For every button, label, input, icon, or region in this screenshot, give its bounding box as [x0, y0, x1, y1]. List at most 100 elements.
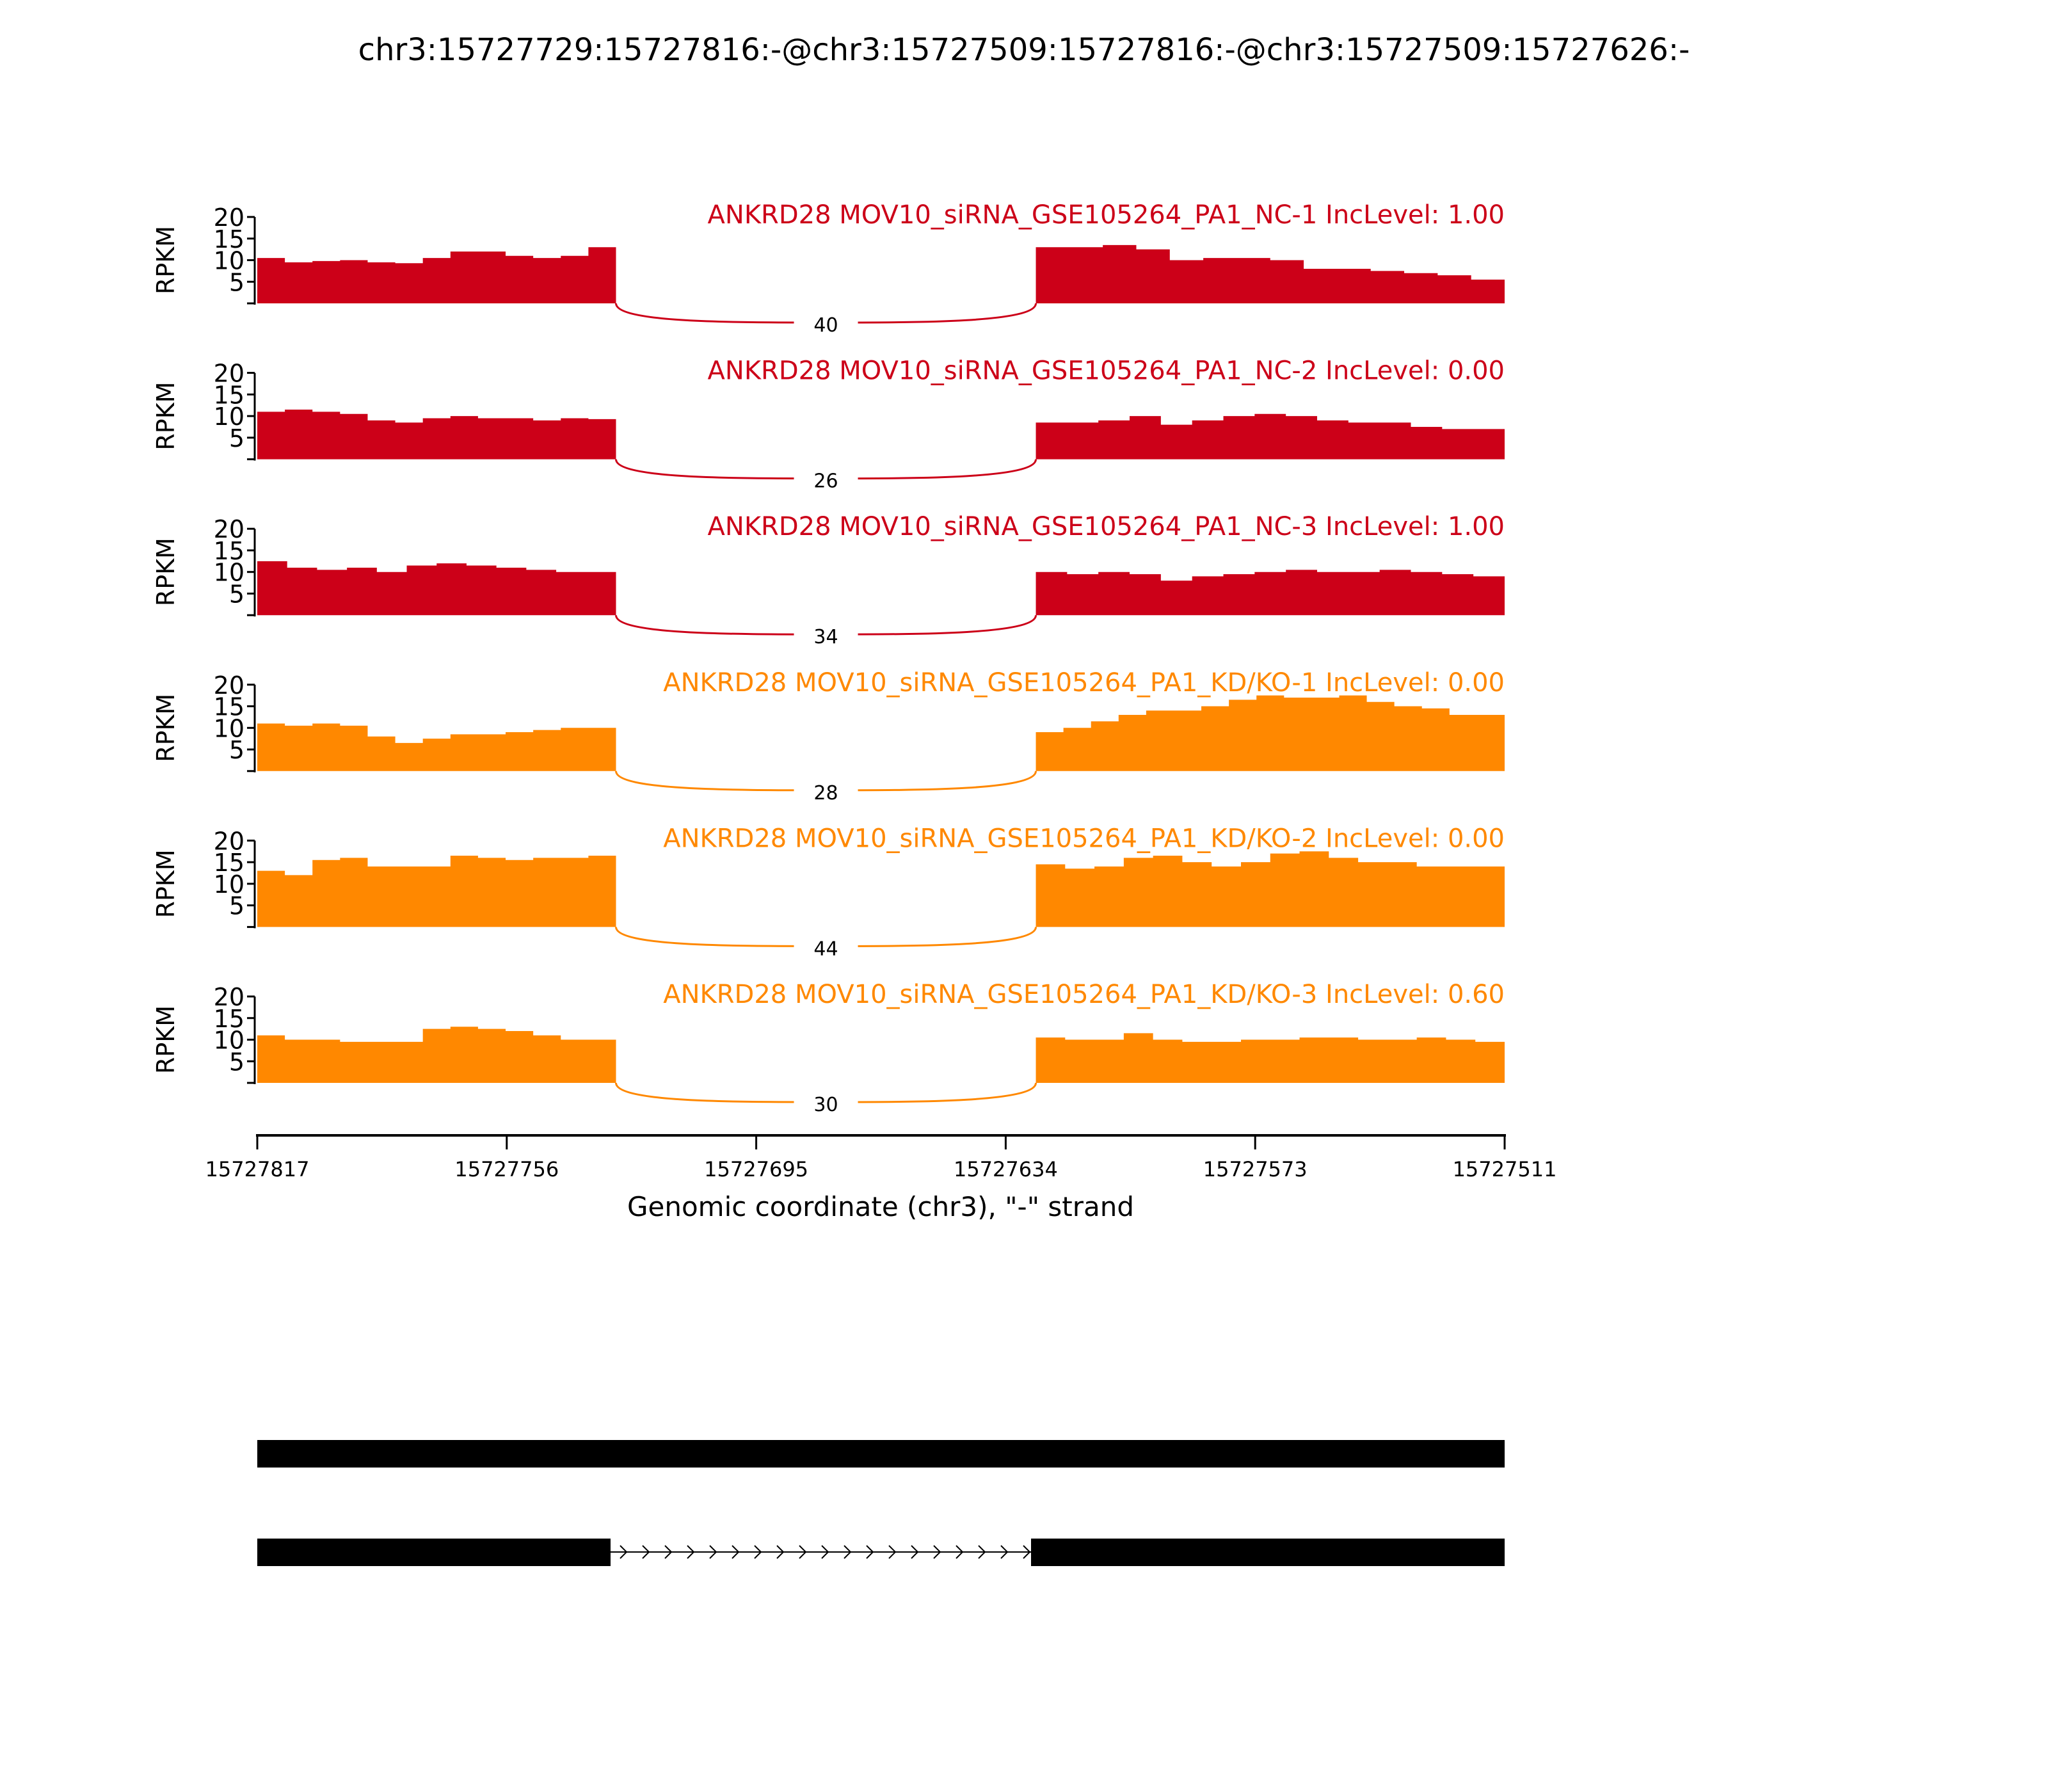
y-tick-label: 15: [214, 849, 244, 877]
y-tick-label: 20: [214, 983, 244, 1011]
y-tick-label: 15: [214, 537, 244, 565]
track-label: ANKRD28 MOV10_siRNA_GSE105264_PA1_NC-3 I…: [708, 512, 1505, 541]
track-label: ANKRD28 MOV10_siRNA_GSE105264_PA1_NC-1 I…: [708, 200, 1505, 230]
strand-arrow-icon: [732, 1545, 740, 1559]
coverage-exon-1: [257, 723, 616, 771]
y-axis-label: RPKM: [152, 1005, 180, 1074]
y-tick-label: 10: [214, 559, 244, 587]
strand-arrow-icon: [956, 1545, 964, 1559]
junction-label-bg: [794, 1092, 858, 1115]
coverage-exon-2: [1036, 851, 1505, 927]
junction-label-bg: [794, 468, 858, 492]
x-tick-label: 15727756: [454, 1157, 559, 1181]
strand-arrow-icon: [687, 1545, 695, 1559]
strand-arrow-icon: [754, 1545, 762, 1559]
y-tick-label: 10: [214, 714, 244, 742]
x-tick-label: 15727573: [1203, 1157, 1308, 1181]
strand-arrow-icon: [799, 1545, 807, 1559]
y-tick-label: 10: [214, 247, 244, 275]
y-tick-label: 10: [214, 403, 244, 431]
coverage-exon-1: [257, 561, 616, 616]
junction-count: 28: [813, 782, 838, 804]
isoform-2-exon-2: [1031, 1539, 1505, 1566]
y-tick-label: 20: [214, 360, 244, 388]
y-tick-label: 15: [214, 693, 244, 721]
y-tick-label: 20: [214, 204, 244, 232]
strand-arrow-icon: [933, 1545, 941, 1559]
strand-arrow-icon: [1023, 1545, 1031, 1559]
coverage-exon-2: [1036, 570, 1505, 616]
y-axis-label: RPKM: [152, 694, 180, 762]
strand-arrow-icon: [709, 1545, 717, 1559]
coverage-exon-1: [257, 247, 616, 303]
junction-count: 30: [813, 1094, 838, 1116]
y-tick-label: 5: [229, 892, 244, 920]
y-tick-label: 5: [229, 1048, 244, 1076]
strand-arrow-icon: [888, 1545, 897, 1559]
y-tick-label: 5: [229, 424, 244, 452]
junction-label-bg: [794, 312, 858, 335]
y-axis-label: RPKM: [152, 849, 180, 918]
isoform-skipping: [257, 1539, 1505, 1566]
y-axis-label: RPKM: [152, 226, 180, 294]
strand-arrow-icon: [866, 1545, 874, 1559]
y-tick-label: 15: [214, 381, 244, 409]
x-tick-label: 15727695: [704, 1157, 808, 1181]
strand-arrow-icon: [664, 1545, 673, 1559]
y-tick-label: 15: [214, 1005, 244, 1033]
y-axis-label: RPKM: [152, 382, 180, 451]
y-tick-label: 5: [229, 268, 244, 296]
coverage-exon-1: [257, 1027, 616, 1083]
x-axis-label: Genomic coordinate (chr3), "-" strand: [627, 1191, 1134, 1222]
junction-label-bg: [794, 780, 858, 803]
junction-count: 44: [813, 938, 838, 960]
chart-title: chr3:15727729:15727816:-@chr3:15727509:1…: [358, 32, 1690, 68]
coverage-exon-1: [257, 856, 616, 927]
coverage-exon-2: [1036, 1033, 1505, 1083]
isoform-2-exon-1: [257, 1539, 611, 1566]
strand-arrow-icon: [911, 1545, 919, 1559]
coverage-exon-2: [1036, 413, 1505, 460]
isoform-1-exon: [257, 1440, 1505, 1468]
y-tick-label: 5: [229, 736, 244, 764]
y-axis-label: RPKM: [152, 538, 180, 606]
junction-count: 40: [813, 314, 838, 337]
strand-arrow-icon: [620, 1545, 628, 1559]
strand-arrow-icon: [642, 1545, 650, 1559]
track-label: ANKRD28 MOV10_siRNA_GSE105264_PA1_NC-2 I…: [708, 356, 1505, 386]
y-tick-label: 20: [214, 671, 244, 700]
isoform-inclusion: [257, 1440, 1505, 1468]
y-tick-label: 10: [214, 870, 244, 899]
track-label: ANKRD28 MOV10_siRNA_GSE105264_PA1_KD/KO-…: [663, 668, 1505, 698]
track-label: ANKRD28 MOV10_siRNA_GSE105264_PA1_KD/KO-…: [663, 980, 1505, 1009]
junction-label-bg: [794, 936, 858, 959]
y-tick-label: 20: [214, 827, 244, 855]
y-tick-label: 20: [214, 515, 244, 543]
junction-count: 26: [813, 470, 838, 493]
y-tick-label: 15: [214, 225, 244, 253]
y-tick-label: 5: [229, 580, 244, 608]
junction-label-bg: [794, 624, 858, 648]
strand-arrow-icon: [978, 1545, 986, 1559]
strand-arrow-icon: [776, 1545, 785, 1559]
y-tick-label: 10: [214, 1027, 244, 1055]
junction-count: 34: [813, 626, 838, 648]
track-label: ANKRD28 MOV10_siRNA_GSE105264_PA1_KD/KO-…: [663, 824, 1505, 853]
strand-arrow-icon: [844, 1545, 852, 1559]
strand-arrow-icon: [821, 1545, 829, 1559]
x-tick-label: 15727634: [954, 1157, 1058, 1181]
x-tick-label: 15727817: [205, 1157, 310, 1181]
x-axis: 15727817 15727756 15727695 15727634 15727573…: [205, 1134, 1557, 1222]
strand-arrow-icon: [1000, 1545, 1009, 1559]
coverage-exon-1: [257, 409, 616, 460]
coverage-exon-2: [1036, 695, 1505, 771]
coverage-exon-2: [1036, 244, 1505, 303]
x-tick-label: 15727511: [1453, 1157, 1557, 1181]
